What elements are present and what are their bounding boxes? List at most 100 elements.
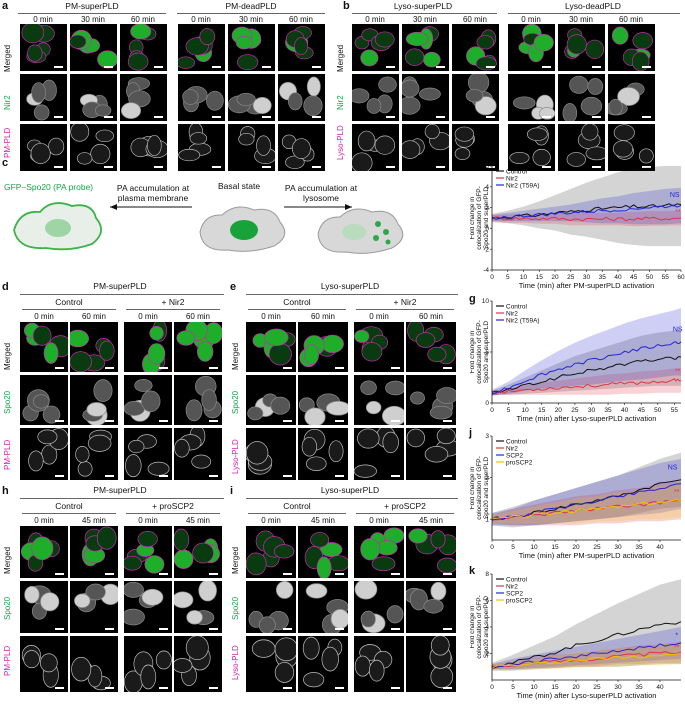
condition-label: + Nir2: [161, 297, 185, 307]
x-tick-label: 15: [551, 684, 559, 691]
caption-line: PA accumulation at: [284, 183, 358, 193]
x-axis-label: Time (min) after Lyso-superPLD activatio…: [517, 691, 657, 700]
basal-state-label: Basal state: [218, 181, 261, 191]
micrograph-spo20: [298, 581, 348, 633]
scale-bar: [386, 166, 395, 168]
x-tick-label: 25: [571, 407, 579, 414]
row-label-pm-pld: PM-PLD: [3, 127, 12, 158]
micrograph-pld: [246, 428, 296, 480]
row-label-merged: Merged: [231, 342, 240, 370]
significance-mark: **: [675, 368, 681, 375]
divider: [356, 309, 454, 310]
scale-bar: [104, 116, 113, 118]
scale-bar: [642, 116, 651, 118]
panel-letter-a: a: [2, 0, 9, 12]
series-line: [491, 204, 682, 220]
x-tick-label: 0: [490, 274, 494, 281]
arrow-caption-right: PA accumulation at lysosome: [282, 183, 360, 203]
scale-bar: [443, 367, 452, 369]
scale-bar: [55, 367, 64, 369]
series-line: [491, 356, 682, 393]
time-label: 60 min: [418, 312, 443, 321]
divider: [22, 309, 116, 310]
scale-bar: [104, 66, 113, 68]
scale-bar: [486, 116, 495, 118]
lysosome-dot: [383, 229, 389, 235]
series-line: [491, 341, 682, 396]
micrograph-pld: [124, 636, 172, 692]
lysosome-dot: [375, 221, 381, 227]
micrograph-nir2: [452, 74, 499, 121]
arrow-left-head: [110, 204, 117, 210]
scale-bar: [105, 367, 114, 369]
series-line: [491, 499, 682, 519]
micrograph-merged: [70, 24, 117, 71]
scale-bar: [283, 367, 292, 369]
legend-entry: SCP2: [506, 452, 523, 459]
time-label: 0 min: [261, 516, 281, 525]
scale-bar: [262, 66, 271, 68]
y-tick-label: 2: [485, 475, 489, 482]
y-axis-label-line: colocalization of GFP-: [476, 320, 483, 384]
micrograph-pld: [298, 636, 348, 692]
condition-label: Control: [283, 501, 311, 511]
legend-entry: Nir2 (T59A): [506, 317, 540, 324]
scale-bar: [335, 420, 344, 422]
scale-bar: [436, 66, 445, 68]
scale-bar: [642, 166, 651, 168]
divider: [22, 513, 116, 514]
micrograph-pld: [124, 428, 172, 480]
micrograph-spo20: [20, 581, 68, 633]
panel-title: Lyso-superPLD: [320, 281, 380, 291]
divider: [177, 13, 325, 14]
legend-entry: Nir2: [506, 310, 518, 317]
panel-letter-i: i: [230, 485, 234, 497]
time-label: 60 min: [185, 312, 210, 321]
divider: [356, 513, 454, 514]
chart-k: 0 5 10 15 20 25 30 35 40 2 4 6 8 Time (min) after Lys…: [470, 571, 682, 700]
y-tick-label: 3: [485, 433, 489, 440]
panel-title: PM-superPLD: [93, 281, 147, 291]
x-tick-label: 10: [530, 544, 538, 551]
panel-letter-j: j: [469, 427, 473, 439]
series-line: [491, 216, 682, 222]
caption-line: plasma membrane: [117, 193, 189, 203]
scale-bar: [335, 573, 344, 575]
scale-bar: [391, 367, 400, 369]
y-tick-label: 1: [485, 516, 489, 523]
scale-bar: [212, 116, 221, 118]
scale-bar: [391, 573, 400, 575]
micrograph-pld: [452, 124, 499, 171]
legend-entry: proSCP2: [506, 597, 533, 604]
band-1: [492, 368, 681, 395]
group-title: PM-superPLD: [65, 1, 119, 11]
scale-bar: [209, 687, 218, 689]
x-tick-label: 55: [662, 274, 670, 281]
micrograph-spo20: [174, 375, 222, 425]
significance-mark: NS: [673, 327, 683, 334]
divider: [126, 513, 220, 514]
significance-mark: NS: [668, 464, 678, 471]
y-axis-label-line: Fold change in: [470, 196, 476, 239]
time-label: 0 min: [34, 516, 54, 525]
scale-bar: [335, 475, 344, 477]
x-tick-label: 15: [536, 274, 544, 281]
micrograph-merged: [298, 322, 348, 372]
caption-line: lysosome: [303, 193, 339, 203]
group-title: PM-deadPLD: [225, 1, 277, 11]
y-axis-label-line: colocalization of GFP-: [476, 186, 483, 250]
band-0: [492, 166, 681, 247]
micrograph-merged: [406, 526, 456, 578]
series-line: [491, 653, 682, 669]
time-label: 0 min: [138, 312, 158, 321]
arrow-right-head: [345, 204, 352, 210]
row-label-spo20: Spo20: [3, 596, 12, 620]
scale-bar: [262, 116, 271, 118]
row-label-spo20: Spo20: [231, 596, 240, 620]
micrograph-spo20: [246, 375, 296, 425]
scale-bar: [55, 687, 64, 689]
legend-entry: Control: [506, 576, 528, 583]
micrograph-pld: [352, 124, 399, 171]
micrograph-pld: [20, 428, 68, 480]
micrograph-merged: [402, 24, 449, 71]
